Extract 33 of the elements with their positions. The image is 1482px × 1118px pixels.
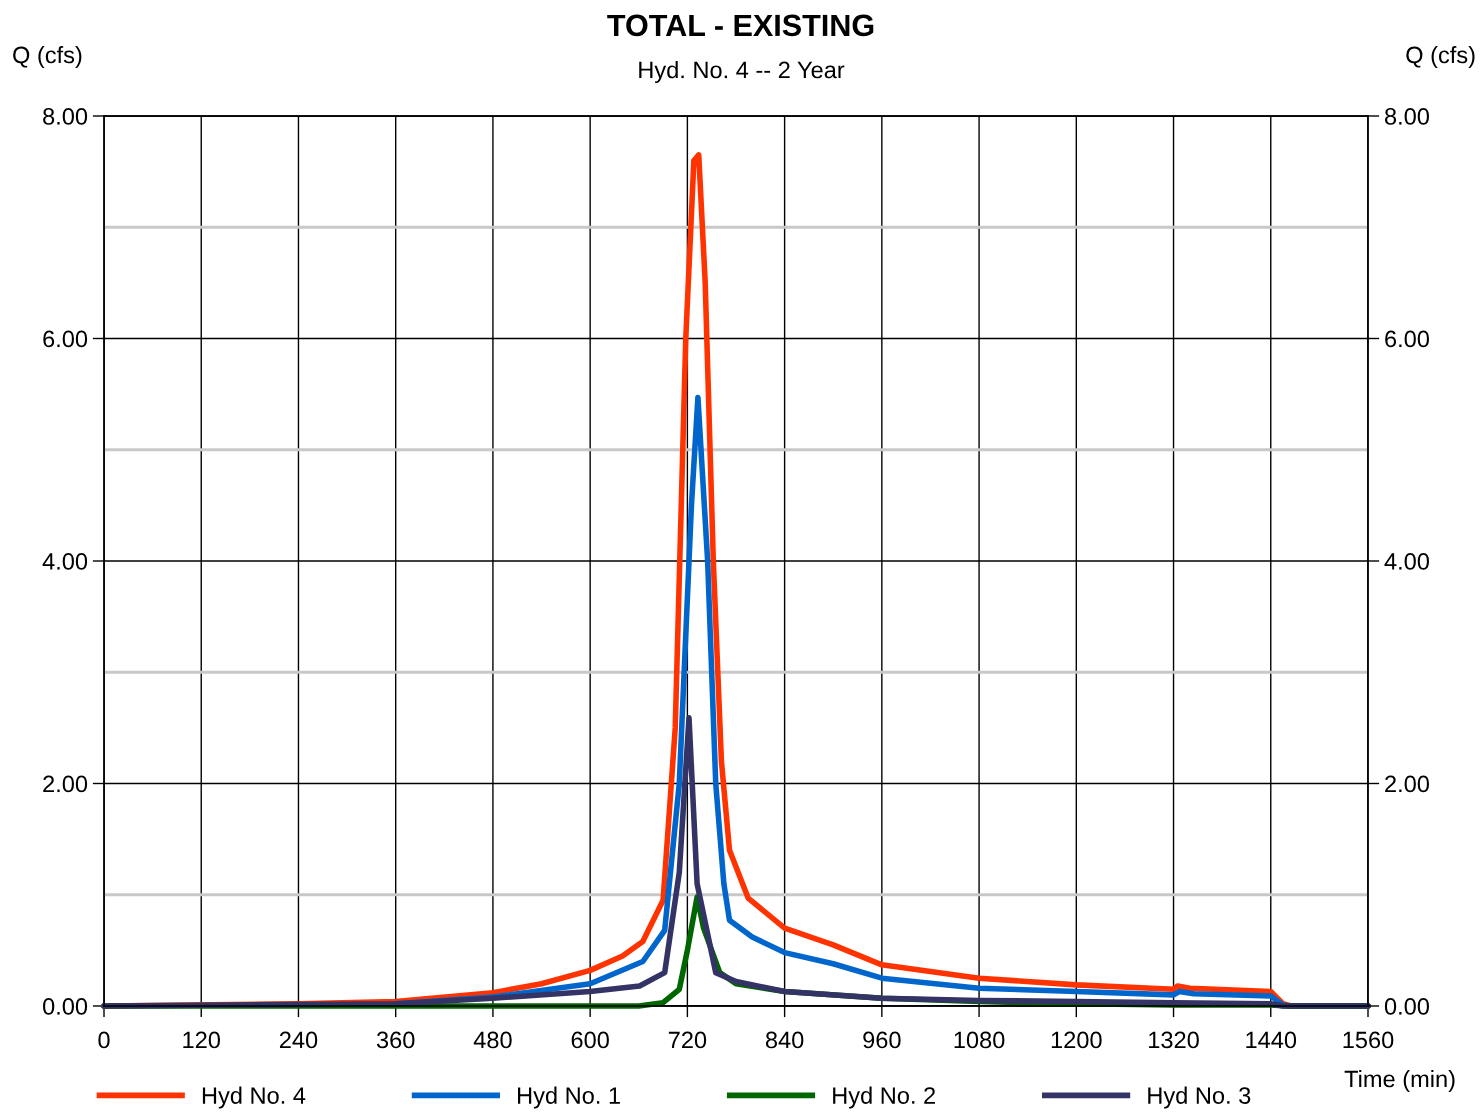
y2-axis-title: Q (cfs) xyxy=(1406,46,1475,68)
x-tick-label: 1080 xyxy=(954,1031,1005,1049)
x-tick-label: 600 xyxy=(571,1031,609,1049)
x-tick-label: 360 xyxy=(376,1031,415,1049)
legend-label: Hyd No. 1 xyxy=(518,1086,620,1109)
x-tick-label: 1200 xyxy=(1051,1031,1102,1049)
y-tick-label: 6.00 xyxy=(43,330,88,348)
x-tick-label: 480 xyxy=(473,1031,512,1049)
x-tick-label: 240 xyxy=(279,1031,318,1049)
y2-tick-label: 2.00 xyxy=(1385,775,1429,793)
x-tick-label: 0 xyxy=(98,1031,110,1049)
x-tick-label: 960 xyxy=(863,1031,901,1049)
chart-subtitle: Hyd. No. 4 -- 2 Year xyxy=(639,61,845,83)
x-tick-label: 1560 xyxy=(1343,1031,1394,1049)
legend-label: Hyd No. 3 xyxy=(1148,1086,1251,1109)
x-tick-label: 1320 xyxy=(1149,1031,1199,1049)
y2-tick-label: 6.00 xyxy=(1385,330,1429,348)
legend-label: Hyd No. 2 xyxy=(833,1086,935,1109)
x-axis-title: Time (min) xyxy=(1344,1069,1455,1092)
y-tick-label: 0.00 xyxy=(43,998,88,1015)
y2-tick-label: 0.00 xyxy=(1384,998,1429,1015)
x-tick-label: 120 xyxy=(183,1031,221,1049)
y-tick-label: 8.00 xyxy=(43,108,88,125)
y-tick-label: 4.00 xyxy=(42,553,88,570)
x-tick-label: 720 xyxy=(668,1031,707,1049)
legend-label: Hyd No. 4 xyxy=(202,1086,306,1109)
x-tick-label: 840 xyxy=(765,1031,804,1049)
x-tick-label: 1440 xyxy=(1246,1031,1297,1049)
y-tick-label: 2.00 xyxy=(43,775,88,793)
chart-title: TOTAL - EXISTING xyxy=(607,14,874,37)
y2-tick-label: 4.00 xyxy=(1384,553,1429,570)
y2-tick-label: 8.00 xyxy=(1385,108,1429,125)
y-axis-title: Q (cfs) xyxy=(13,46,82,68)
